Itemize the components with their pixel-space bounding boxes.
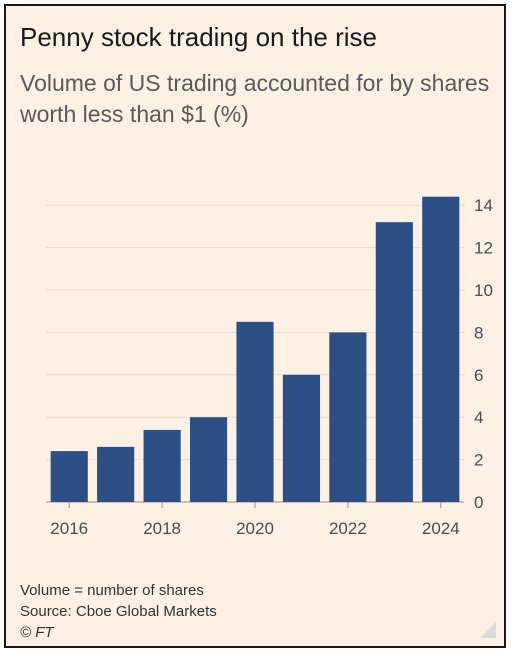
x-tick-label: 2016 (50, 519, 88, 538)
y-tick-label: 0 (474, 493, 483, 512)
x-tick-label: 2020 (236, 519, 274, 538)
bar-2021 (282, 374, 321, 502)
bar-2022 (329, 332, 367, 502)
bar-2023 (375, 222, 413, 502)
ft-credit: © FT (20, 624, 54, 641)
y-tick-label: 2 (474, 451, 483, 470)
y-tick-label: 4 (474, 408, 483, 427)
y-tick-labels: 0 2 4 6 8 10 12 14 (474, 196, 493, 512)
bar-2020 (236, 321, 274, 502)
bar-layer (50, 196, 460, 502)
bar-2024 (422, 196, 460, 502)
definition-note: Volume = number of shares (20, 582, 204, 599)
x-tick-label: 2024 (422, 519, 460, 538)
bar-2016 (50, 451, 88, 502)
bar-2018 (143, 429, 181, 502)
y-tick-label: 8 (474, 323, 483, 342)
y-tick-label: 14 (474, 196, 493, 215)
x-tick-label: 2022 (329, 519, 367, 538)
x-tick-label: 2018 (143, 519, 181, 538)
bar-2017 (97, 446, 135, 502)
chart-subtitle: Volume of US trading accounted for by sh… (20, 70, 490, 127)
x-tick-labels: 2016 2018 2020 2022 2024 (50, 502, 460, 538)
bar-chart: 0 2 4 6 8 10 12 14 2016 2018 2020 2022 2024 (46, 196, 493, 538)
chart-title: Penny stock trading on the rise (20, 22, 377, 52)
bar-2019 (189, 417, 228, 502)
y-tick-label: 12 (474, 239, 493, 258)
y-tick-label: 6 (474, 366, 483, 385)
y-tick-label: 10 (474, 281, 493, 300)
chart-card: Penny stock trading on the rise Volume o… (4, 4, 506, 648)
resize-corner-icon (480, 622, 496, 638)
source-note: Source: Cboe Global Markets (20, 603, 217, 620)
